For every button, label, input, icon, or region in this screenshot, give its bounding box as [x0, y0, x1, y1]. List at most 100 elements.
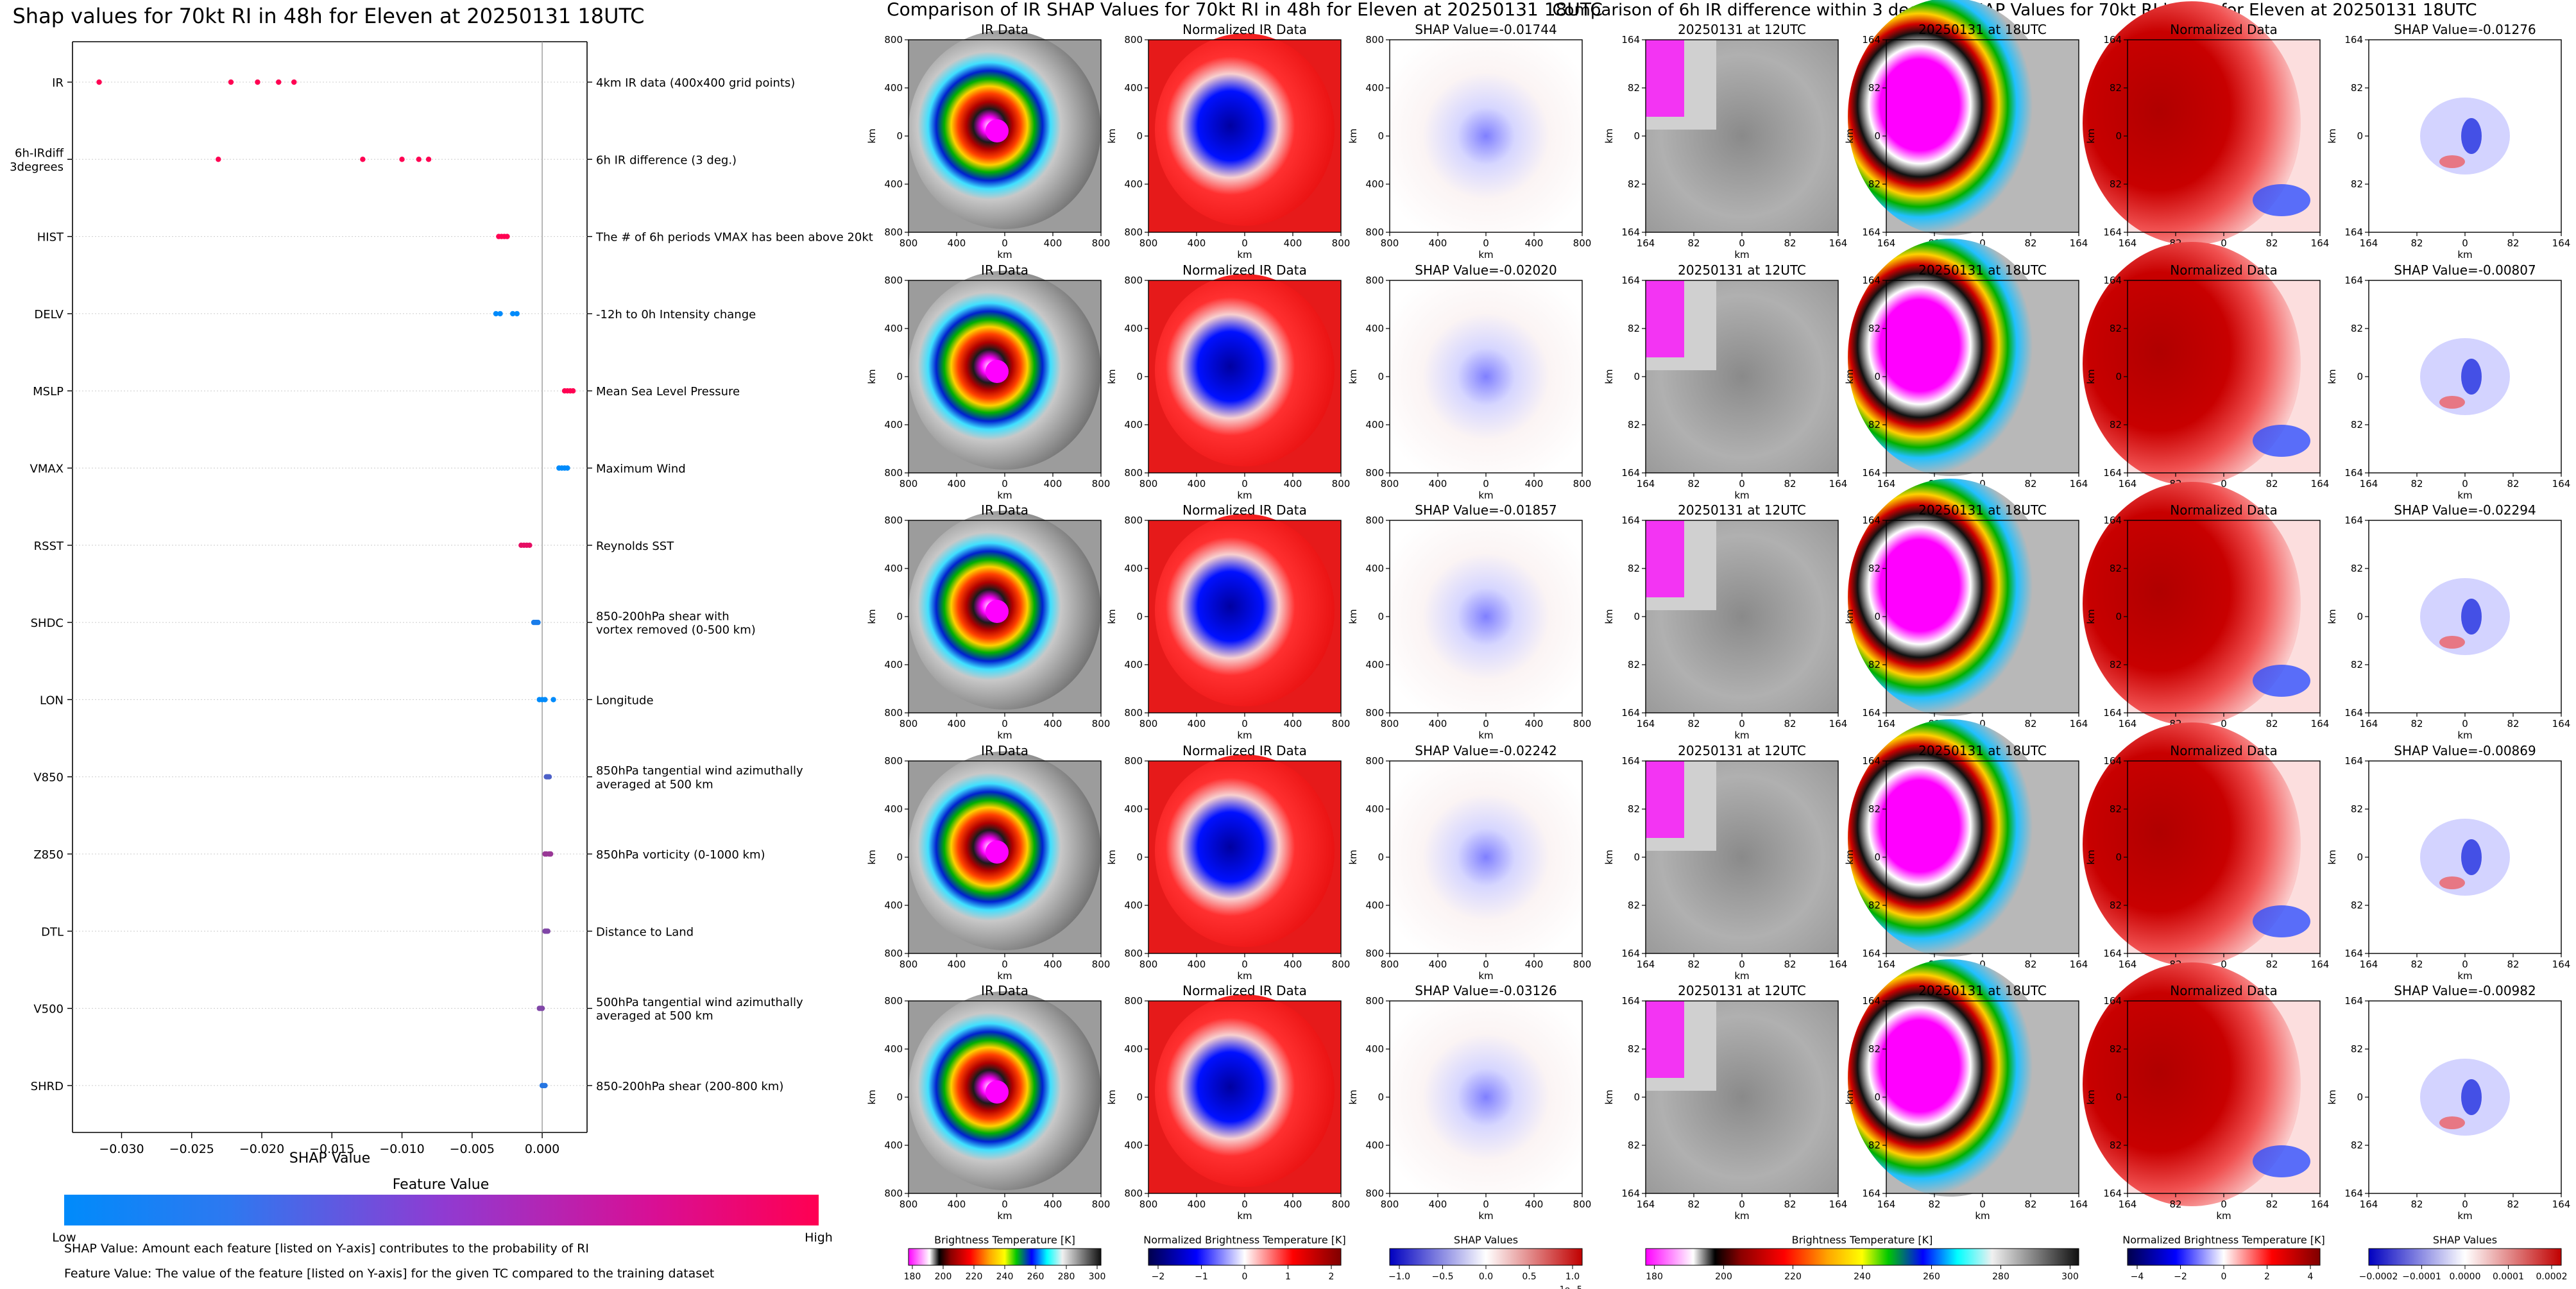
ir12-cold-top	[1646, 40, 1684, 117]
panel-x-tick-label: 164	[1877, 478, 1896, 490]
shap-diff-red-spot	[2439, 876, 2465, 889]
panel-y-tick-label: 800	[884, 948, 903, 959]
shap-point	[539, 1005, 545, 1011]
panel-y-tick-label: 82	[1868, 419, 1881, 431]
panel-y-tick-label: 164	[2344, 1188, 2363, 1199]
shap-diff-blue-core	[2461, 599, 2482, 635]
ir12-panel-title: 20250131 at 12UTC	[1678, 502, 1806, 518]
ir-panel-title: IR Data	[981, 983, 1028, 998]
panel-y-tick-label: 164	[2103, 275, 2122, 286]
colorbar-ir-label: Brightness Temperature [K]	[934, 1234, 1075, 1246]
panel-x-tick-label: 800	[900, 1199, 918, 1210]
panel-x-tick-label: 82	[2265, 1199, 2278, 1210]
norm-diff-panel-title: Normalized Data	[2170, 983, 2278, 998]
panel-x-tick-label: 400	[1044, 959, 1062, 970]
panel-x-tick-label: 164	[1829, 718, 1848, 730]
panel-x-tick-label: 0	[1483, 718, 1489, 730]
summary-x-tick-label: −0.010	[379, 1142, 424, 1156]
ir12-cold-top	[1646, 280, 1684, 357]
panel-x-tick-label: 800	[900, 237, 918, 249]
panel-y-tick-label: 800	[884, 755, 903, 767]
feature-description: Distance to Land	[596, 925, 694, 939]
panel-y-tick-label: 82	[1868, 900, 1881, 911]
panel-y-tick-label: 800	[884, 515, 903, 526]
panel-y-tick-label: 0	[1136, 851, 1143, 863]
colorbar-norm-diff-tick-label: 4	[2308, 1272, 2314, 1282]
ir-shap-panel-title: SHAP Value=-0.02242	[1415, 743, 1557, 758]
panel-x-tick-label: 82	[2507, 1199, 2519, 1210]
panel-y-tick-label: 164	[1862, 707, 1881, 719]
panel-y-tick-label: 82	[2110, 1043, 2122, 1055]
panel-x-tick-label: 800	[1332, 1199, 1351, 1210]
summary-x-tick-label: 0.000	[525, 1142, 559, 1156]
panel-y-tick-label: 164	[1862, 948, 1881, 959]
panel-y-tick-label: 400	[884, 323, 903, 334]
panel-y-tick-label: 0	[2115, 851, 2122, 863]
panel-x-tick-label: 82	[2507, 718, 2519, 730]
panel-y-tick-label: 800	[1365, 995, 1384, 1007]
panel-y-tick-label: 82	[1628, 82, 1640, 94]
panel-y-tick-label: 400	[1124, 1043, 1143, 1055]
panel-x-tick-label: 0	[2462, 237, 2468, 249]
panel-y-tick-label: 82	[1628, 419, 1640, 431]
ir18-panel-title: 20250131 at 18UTC	[1918, 502, 2047, 518]
panel-y-tick-label: 164	[2344, 948, 2363, 959]
panel-y-tick-label: 82	[2110, 178, 2122, 190]
shap-point	[509, 311, 516, 317]
panel-y-tick-label: 164	[1621, 275, 1640, 286]
shap-diff-red-spot	[2439, 155, 2465, 168]
panel-x-axis-label: km	[1478, 730, 1493, 741]
panel-y-tick-label: 82	[1628, 1140, 1640, 1151]
colorbar-diff-shap-tick-label: 0.0001	[2493, 1272, 2524, 1282]
group1-title: Comparison of IR SHAP Values for 70kt RI…	[887, 0, 1603, 20]
panel-y-axis-label: km	[1603, 1089, 1615, 1104]
panel-x-axis-label: km	[997, 1210, 1012, 1222]
norm-diff-panel-title: Normalized Data	[2170, 262, 2278, 278]
panel-y-tick-label: 82	[2110, 900, 2122, 911]
panel-y-tick-label: 400	[1365, 563, 1384, 574]
panel-x-tick-label: 400	[1284, 718, 1302, 730]
shap-point	[416, 157, 422, 162]
panel-y-tick-label: 0	[2357, 1091, 2363, 1103]
panel-x-tick-label: 82	[2410, 959, 2423, 970]
panel-y-tick-label: 400	[884, 563, 903, 574]
panel-x-tick-label: 800	[1332, 237, 1351, 249]
group2-title: Comparison of 6h IR difference within 3 …	[1553, 1, 2477, 20]
feature-description: Longitude	[596, 694, 654, 707]
panel-y-tick-label: 400	[1365, 1043, 1384, 1055]
panel-y-tick-label: 0	[1378, 371, 1384, 382]
panel-x-tick-label: 0	[2221, 718, 2227, 730]
panel-x-axis-label: km	[1734, 730, 1749, 741]
feature-description: 500hPa tangential wind azimuthally averag…	[596, 996, 803, 1023]
panel-x-tick-label: 800	[900, 959, 918, 970]
norm-ir-panel-title: Normalized IR Data	[1182, 22, 1307, 37]
panel-x-tick-label: 400	[1429, 1199, 1447, 1210]
panel-x-axis-label: km	[1237, 490, 1252, 501]
panel-y-tick-label: 164	[2344, 995, 2363, 1007]
colorbar-high-label: High	[805, 1231, 833, 1245]
shap-point	[570, 388, 576, 394]
panel-y-tick-label: 800	[1365, 515, 1384, 526]
panel-y-tick-label: 800	[1365, 707, 1384, 719]
panel-x-tick-label: 0	[1002, 1199, 1008, 1210]
panel-x-tick-label: 164	[1637, 959, 1655, 970]
panel-x-tick-label: 0	[1241, 237, 1248, 249]
shap-point	[425, 157, 432, 162]
panel-x-tick-label: 164	[1637, 1199, 1655, 1210]
ir12-panel-title: 20250131 at 12UTC	[1678, 22, 1806, 37]
panel-y-tick-label: 0	[1633, 1091, 1640, 1103]
panel-x-tick-label: 82	[1784, 478, 1796, 490]
panel-x-tick-label: 82	[2265, 718, 2278, 730]
panel-x-tick-label: 400	[1525, 237, 1544, 249]
panel-x-tick-label: 82	[2024, 237, 2036, 249]
panel-y-tick-label: 164	[2344, 467, 2363, 479]
panel-x-tick-label: 0	[1739, 959, 1745, 970]
ir18-panel-title: 20250131 at 18UTC	[1918, 262, 2047, 278]
panel-y-axis-label: km	[1106, 369, 1118, 384]
panel-x-tick-label: 400	[1188, 959, 1206, 970]
